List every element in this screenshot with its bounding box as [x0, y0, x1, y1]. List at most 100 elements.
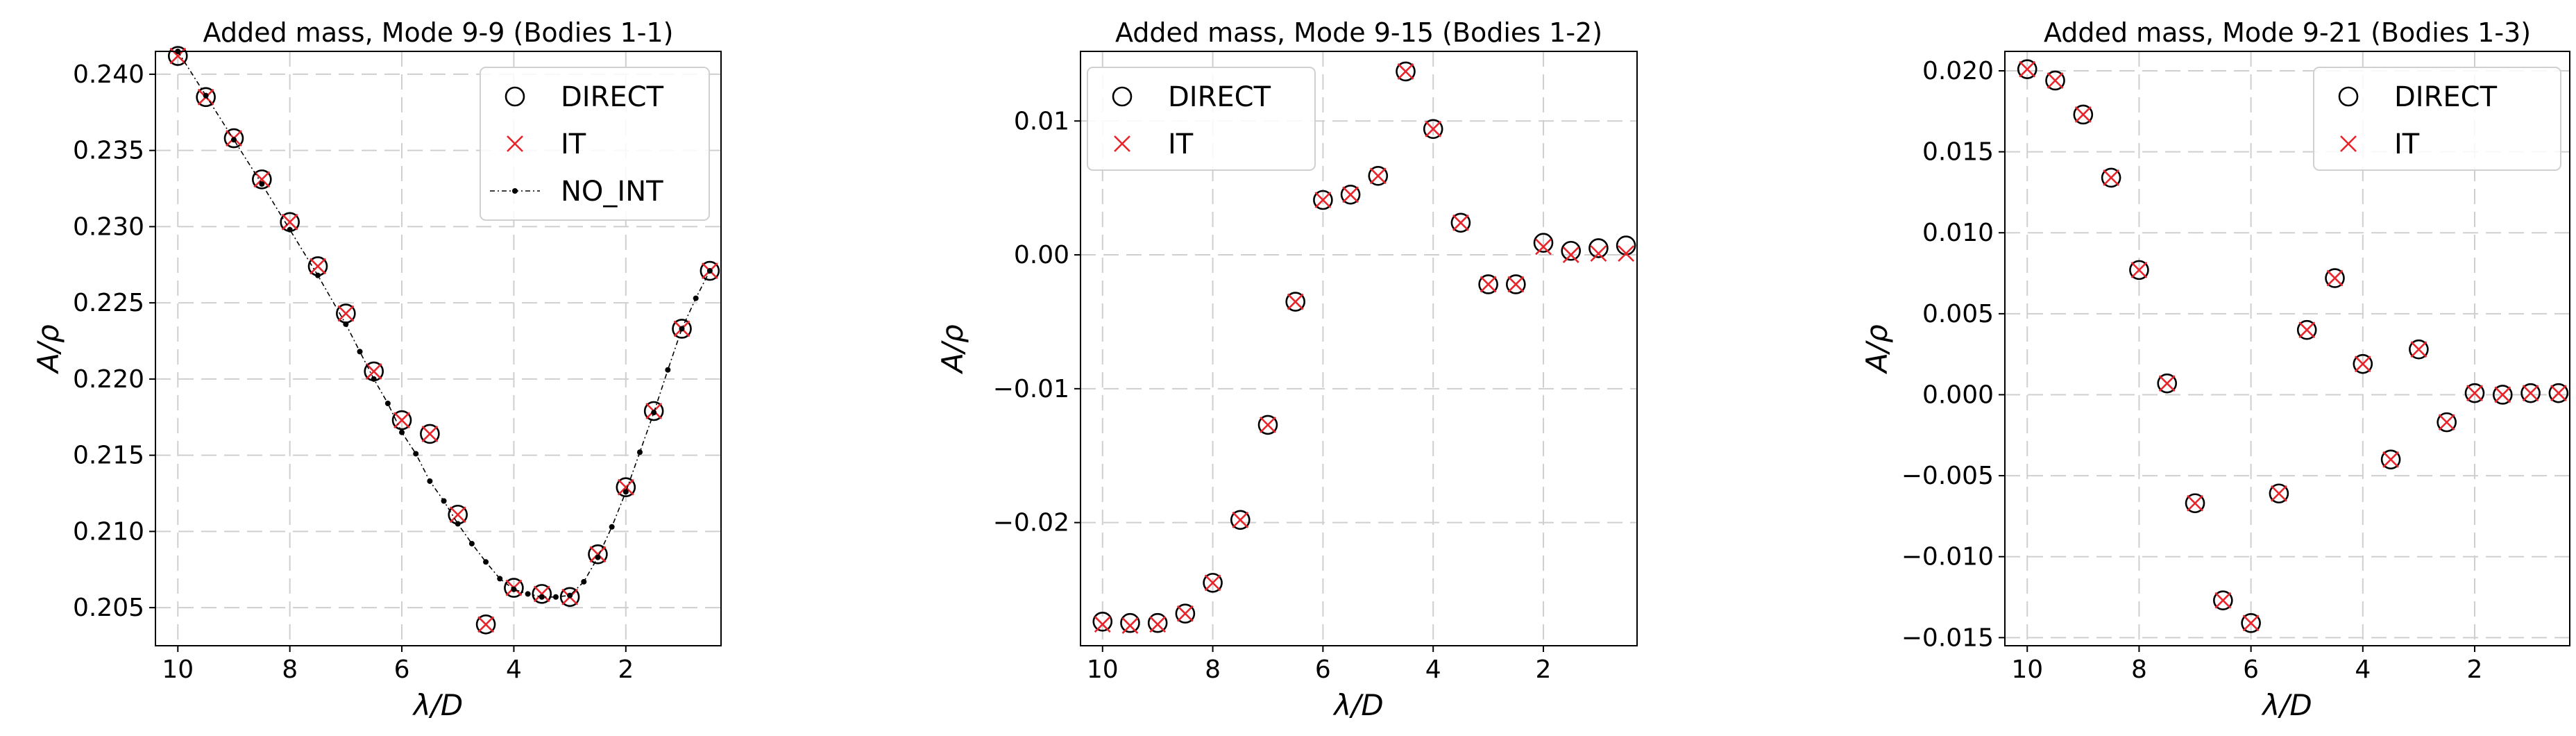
data-point: [287, 226, 293, 233]
y-tick-label: 0.005: [1922, 300, 1994, 328]
data-point: [2214, 592, 2232, 609]
data-point: [252, 169, 272, 190]
x-tick-label: 10: [2011, 655, 2043, 684]
data-point: [1313, 190, 1333, 210]
data-point: [2213, 590, 2233, 610]
y-tick-label: −0.02: [993, 509, 1069, 537]
series-it: [1094, 62, 1635, 635]
data-point: [1342, 186, 1359, 203]
ticks: 10 8 6 4 2 0.205 0.210 0.215 0.220 0.225 0.230 0.23…: [73, 60, 634, 684]
data-point: [706, 268, 713, 274]
data-point: [2296, 319, 2317, 340]
data-point: [1120, 612, 1140, 633]
data-point: [1340, 184, 1361, 205]
chart-title: Added mass, Mode 9-21 (Bodies 1-3): [2044, 17, 2531, 48]
x-tick-label: 8: [1205, 655, 1221, 684]
data-point: [1121, 617, 1139, 635]
data-point: [281, 213, 298, 231]
data-point: [2185, 493, 2205, 514]
data-point: [2158, 375, 2176, 392]
x-axis-label: λ/D: [1332, 688, 1383, 722]
data-point: [2045, 70, 2065, 91]
legend-box: [2313, 67, 2561, 171]
data-point: [511, 586, 517, 592]
legend-marker: [2340, 135, 2357, 152]
legend-entry-it: IT: [507, 128, 586, 160]
y-tick-label: 0.020: [1922, 57, 1994, 85]
data-point: [2130, 261, 2148, 278]
y-tick-label: 0.010: [1922, 219, 1994, 247]
data-point: [1368, 165, 1389, 186]
x-tick-label: 4: [2355, 655, 2371, 684]
data-point: [477, 616, 495, 633]
legend-entry-direct: DIRECT: [2338, 81, 2498, 113]
data-point: [1506, 274, 1526, 294]
data-point: [230, 137, 237, 143]
data-point: [1094, 616, 1111, 633]
y-axis-label: A/ρ: [935, 324, 969, 375]
data-point: [167, 46, 188, 66]
data-point: [2409, 339, 2429, 360]
data-point: [1396, 61, 1416, 82]
data-point: [2157, 373, 2178, 394]
legend-marker: [1112, 86, 1133, 107]
data-point: [504, 578, 524, 598]
data-point: [651, 410, 657, 416]
data-point: [1204, 574, 1221, 592]
legend-box: [480, 67, 710, 221]
legend-label: DIRECT: [561, 81, 664, 113]
data-point: [1147, 612, 1168, 633]
legend-entry-direct: DIRECT: [1112, 81, 1271, 113]
data-point: [315, 272, 321, 278]
data-point: [253, 171, 271, 188]
data-point: [1092, 611, 1113, 632]
data-point: [525, 591, 531, 597]
chart-3: 10 8 6 4 2 −0.015 −0.010 −0.005 0.000 0.005 0.010 0…: [1860, 17, 2570, 722]
legend-marker: [2338, 86, 2359, 107]
y-tick-label: −0.010: [1901, 543, 1994, 571]
data-point: [468, 540, 475, 546]
data-point: [589, 546, 607, 563]
data-point: [2270, 485, 2287, 502]
data-point: [2017, 59, 2037, 79]
data-point: [1507, 276, 1525, 293]
data-point: [365, 363, 382, 380]
data-point: [310, 258, 326, 275]
data-point: [1285, 292, 1305, 312]
legend-label: DIRECT: [1168, 81, 1271, 113]
data-point: [533, 585, 550, 603]
y-axis-label: A/ρ: [1860, 324, 1894, 375]
data-point: [693, 295, 699, 301]
y-tick-label: 0.230: [73, 212, 144, 241]
data-point: [399, 429, 405, 435]
data-point: [1423, 119, 1443, 140]
data-point: [1232, 511, 1249, 528]
data-point: [1562, 246, 1579, 263]
data-point: [1369, 167, 1387, 185]
data-point: [2325, 268, 2345, 288]
data-point: [1397, 62, 1414, 80]
data-point: [1616, 235, 1636, 256]
legend-marker: [505, 86, 525, 107]
data-point: [1257, 415, 1278, 435]
legend-entry-no-int: NO_INT: [490, 176, 663, 208]
x-tick-label: 2: [2467, 655, 2483, 684]
data-point: [475, 614, 496, 635]
data-point: [2241, 613, 2261, 633]
data-point: [1450, 212, 1471, 233]
x-tick-label: 6: [2243, 655, 2259, 684]
y-tick-label: 0.225: [73, 289, 144, 317]
data-point: [609, 524, 615, 530]
data-point: [223, 128, 244, 149]
data-point: [616, 477, 636, 498]
x-tick-label: 4: [506, 655, 522, 684]
data-point: [559, 587, 580, 608]
legend-label: IT: [1168, 128, 1194, 160]
data-point: [567, 592, 573, 599]
data-point: [2380, 449, 2401, 470]
data-point: [203, 92, 209, 99]
x-axis-label: λ/D: [2261, 688, 2312, 722]
data-point: [700, 260, 720, 281]
x-tick-label: 2: [618, 655, 634, 684]
data-point: [2129, 260, 2149, 281]
